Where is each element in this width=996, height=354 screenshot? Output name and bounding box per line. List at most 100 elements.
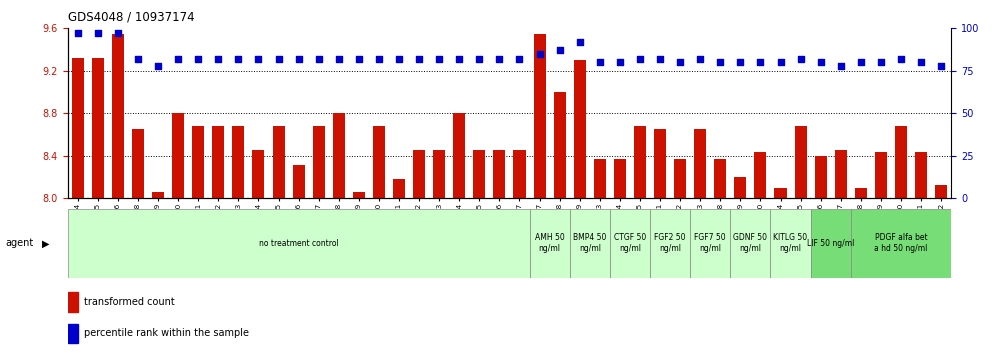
Point — [110, 30, 125, 36]
Point — [210, 56, 226, 62]
Bar — [633, 126, 646, 198]
Bar — [734, 177, 746, 198]
Point — [431, 56, 447, 62]
Bar — [811, 209, 851, 278]
Text: no treatment control: no treatment control — [259, 239, 339, 248]
Text: agent: agent — [5, 238, 33, 249]
Bar — [530, 209, 570, 278]
Bar — [775, 188, 787, 198]
Bar — [293, 165, 305, 198]
Bar — [333, 113, 345, 198]
Bar — [570, 209, 610, 278]
Bar — [614, 159, 625, 198]
Text: AMH 50
ng/ml: AMH 50 ng/ml — [535, 233, 565, 253]
Point — [491, 56, 507, 62]
Point — [351, 56, 367, 62]
Point — [532, 51, 548, 57]
Bar — [574, 60, 586, 198]
Bar — [895, 126, 907, 198]
Bar — [373, 126, 385, 198]
Bar — [874, 152, 886, 198]
Text: CTGF 50
ng/ml: CTGF 50 ng/ml — [614, 233, 646, 253]
Bar — [353, 192, 365, 198]
Bar — [252, 150, 265, 198]
Point — [471, 56, 487, 62]
Text: GDNF 50
ng/ml: GDNF 50 ng/ml — [733, 233, 767, 253]
Point — [291, 56, 307, 62]
Point — [311, 56, 327, 62]
Point — [933, 63, 949, 69]
Bar — [212, 126, 224, 198]
Text: GDS4048 / 10937174: GDS4048 / 10937174 — [68, 11, 194, 24]
Point — [813, 59, 829, 65]
Point — [90, 30, 106, 36]
Point — [692, 56, 708, 62]
Bar — [674, 159, 686, 198]
Bar — [754, 152, 767, 198]
Text: FGF2 50
ng/ml: FGF2 50 ng/ml — [654, 233, 686, 253]
Point — [572, 39, 588, 45]
Point — [752, 59, 768, 65]
Point — [170, 56, 186, 62]
Bar — [610, 209, 650, 278]
Bar — [132, 129, 144, 198]
Bar — [534, 34, 546, 198]
Bar — [72, 58, 84, 198]
Point — [150, 63, 166, 69]
Text: FGF7 50
ng/ml: FGF7 50 ng/ml — [694, 233, 726, 253]
Bar — [68, 324, 79, 343]
Point — [391, 56, 407, 62]
Point — [632, 56, 648, 62]
Text: LIF 50 ng/ml: LIF 50 ng/ml — [807, 239, 855, 248]
Point — [331, 56, 347, 62]
Point — [712, 59, 728, 65]
Bar — [650, 209, 690, 278]
Point — [833, 63, 849, 69]
Point — [70, 30, 86, 36]
Bar — [795, 126, 807, 198]
Text: percentile rank within the sample: percentile rank within the sample — [84, 329, 249, 338]
Text: PDGF alfa bet
a hd 50 ng/ml: PDGF alfa bet a hd 50 ng/ml — [874, 233, 927, 253]
Bar — [192, 126, 204, 198]
Point — [853, 59, 869, 65]
Text: transformed count: transformed count — [84, 297, 174, 307]
Point — [371, 56, 386, 62]
Bar — [112, 34, 124, 198]
Point — [913, 59, 929, 65]
Text: KITLG 50
ng/ml: KITLG 50 ng/ml — [774, 233, 808, 253]
Point — [793, 56, 809, 62]
Point — [552, 47, 568, 53]
Bar — [92, 58, 104, 198]
Point — [773, 59, 789, 65]
Point — [652, 56, 668, 62]
Bar — [855, 188, 867, 198]
Bar — [273, 126, 285, 198]
Bar — [771, 209, 811, 278]
Point — [130, 56, 146, 62]
Bar — [554, 92, 566, 198]
Bar — [935, 185, 947, 198]
Bar — [594, 159, 606, 198]
Point — [612, 59, 627, 65]
Bar — [514, 150, 526, 198]
Bar — [453, 113, 465, 198]
Bar — [851, 209, 951, 278]
Point — [190, 56, 206, 62]
Bar — [152, 192, 164, 198]
Bar — [413, 150, 425, 198]
Point — [672, 59, 688, 65]
Point — [732, 59, 748, 65]
Text: BMP4 50
ng/ml: BMP4 50 ng/ml — [573, 233, 607, 253]
Bar — [714, 159, 726, 198]
Text: ▶: ▶ — [42, 238, 50, 249]
Bar — [690, 209, 730, 278]
Point — [872, 59, 888, 65]
Bar — [232, 126, 244, 198]
Bar — [172, 113, 184, 198]
Point — [893, 56, 909, 62]
Point — [251, 56, 267, 62]
Bar — [654, 129, 666, 198]
Bar — [694, 129, 706, 198]
Bar — [915, 152, 927, 198]
Bar — [68, 292, 79, 312]
